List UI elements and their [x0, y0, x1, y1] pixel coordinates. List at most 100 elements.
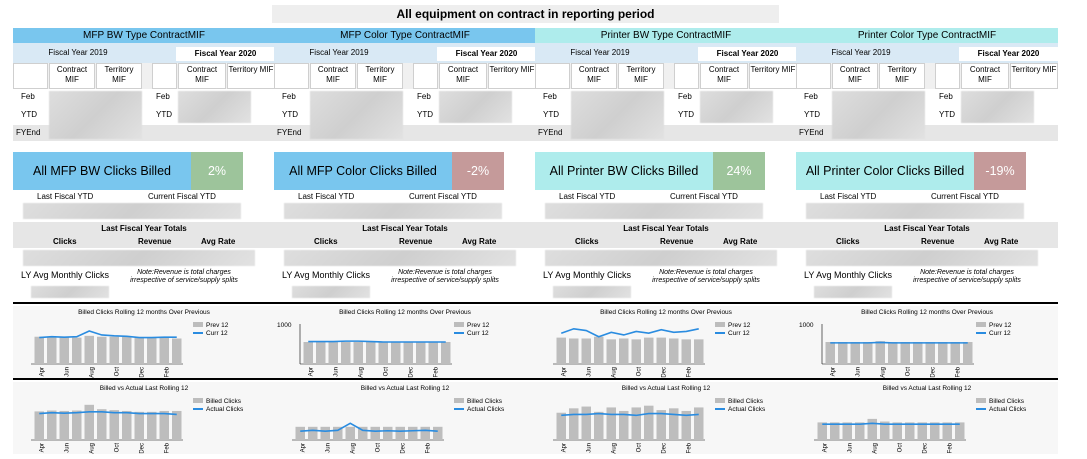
territory-mif-header-2020: Territory MIF: [1010, 63, 1058, 89]
x-tick-label: Feb: [955, 366, 961, 377]
legend-label: Billed Clicks: [989, 398, 1025, 405]
chart-bar: [851, 342, 861, 364]
row-label-feb-2020: Feb: [417, 89, 431, 105]
legend-label: Prev 12: [206, 322, 229, 329]
ly-totals-title: Last Fiscal Year Totals: [274, 224, 536, 233]
chart-bar: [60, 337, 70, 364]
ly-avg-monthly-label: LY Avg Monthly Clicks: [543, 270, 631, 280]
kpi-title: All MFP Color Clicks Billed: [274, 152, 452, 190]
chart-bar: [888, 342, 898, 364]
chart-bar: [329, 342, 339, 364]
fiscal-year-2020-label: Fiscal Year 2020: [698, 47, 797, 61]
x-tick-label: Jun: [847, 443, 853, 453]
x-tick-label: Dec: [400, 443, 406, 454]
x-tick-label: Oct: [114, 443, 120, 453]
x-tick-label: Feb: [425, 442, 431, 453]
x-tick-label: Feb: [433, 366, 439, 377]
chart-bar: [557, 413, 567, 440]
x-tick-label: Dec: [139, 367, 145, 378]
chart-title: Billed vs Actual Last Rolling 12: [100, 385, 189, 392]
chart-rolling-12-area: Billed Clicks Rolling 12 months Over Pre…: [796, 306, 1058, 378]
chart-bar: [594, 337, 604, 364]
current-fiscal-ytd-label: Current Fiscal YTD: [931, 192, 999, 201]
ly-avg-monthly-redacted: [814, 286, 892, 298]
mif-values-2020-redacted: [439, 91, 512, 123]
blank-cell: [935, 63, 960, 89]
row-label-ytd-2020: YTD: [939, 107, 955, 123]
contract-mif-header-2020: Contract MIF: [700, 63, 748, 89]
legend-label: Curr 12: [728, 330, 750, 337]
x-tick-label: Jun: [64, 443, 70, 453]
legend-swatch-bars: [193, 322, 203, 327]
chart-bar: [122, 411, 132, 440]
col-avg-rate: Avg Rate: [984, 237, 1018, 246]
x-tick-label: Dec: [139, 443, 145, 454]
legend-label: Curr 12: [467, 330, 489, 337]
territory-mif-header-2020: Territory MIF: [488, 63, 536, 89]
chart-rolling-12: Billed Clicks Rolling 12 months Over Pre…: [535, 306, 797, 378]
legend-label: Billed Clicks: [206, 398, 242, 405]
row-label-feb-2020: Feb: [939, 89, 953, 105]
x-tick-label: Aug: [358, 367, 364, 378]
chart-bar: [404, 342, 414, 364]
blank-cell: [152, 63, 177, 89]
kpi-percent-badge: -2%: [452, 152, 504, 190]
chart-rolling-12-area: Billed Clicks Rolling 12 months Over Pre…: [535, 306, 797, 378]
row-label-ytd: YTD: [804, 107, 820, 123]
y-axis-tick-label: 1000: [799, 322, 814, 329]
chart-bar: [135, 338, 145, 364]
chart-bar: [951, 342, 961, 364]
x-tick-label: Jun: [586, 443, 592, 453]
chart-bar: [408, 427, 418, 440]
col-revenue: Revenue: [138, 237, 171, 246]
chart-bar: [918, 422, 928, 440]
chart-bar: [160, 338, 170, 364]
row-label-feb-2020: Feb: [156, 89, 170, 105]
divider: [535, 302, 797, 304]
x-tick-label: Oct: [383, 367, 389, 377]
revenue-note: Note:Revenue is total charges irrespecti…: [650, 269, 762, 285]
x-tick-label: Aug: [350, 443, 356, 454]
ly-totals-title: Last Fiscal Year Totals: [796, 224, 1058, 233]
chart-bar: [429, 342, 439, 364]
contract-mif-header-2020: Contract MIF: [439, 63, 487, 89]
row-label-feb-2020: Feb: [678, 89, 692, 105]
chart-bar: [582, 407, 592, 440]
chart-bar: [147, 338, 157, 364]
x-tick-label: Jun: [64, 367, 70, 377]
fiscal-year-2020-label: Fiscal Year 2020: [437, 47, 536, 61]
chart-rolling-12: Billed Clicks Rolling 12 months Over Pre…: [274, 306, 536, 378]
legend-label: Prev 12: [467, 322, 490, 329]
fiscal-year-2020-label: Fiscal Year 2020: [959, 47, 1058, 61]
legend-swatch-bars: [454, 398, 464, 403]
legend-label: Actual Clicks: [728, 406, 766, 413]
chart-series-line: [308, 341, 446, 342]
chart-bar: [379, 342, 389, 364]
chart-bar: [818, 422, 828, 440]
chart-bar: [60, 411, 70, 440]
x-tick-label: Dec: [408, 367, 414, 378]
chart-bar: [160, 411, 170, 440]
chart-bar: [421, 427, 431, 440]
ly-avg-monthly-label: LY Avg Monthly Clicks: [21, 270, 109, 280]
chart-bar: [97, 409, 107, 440]
kpi-title: All Printer BW Clicks Billed: [535, 152, 713, 190]
chart-bar: [913, 342, 923, 364]
row-label-feb: Feb: [282, 89, 296, 105]
chart-bar: [304, 342, 314, 364]
legend-swatch-bars: [193, 398, 203, 403]
legend-label: Actual Clicks: [206, 406, 244, 413]
legend-label: Billed Clicks: [467, 398, 503, 405]
x-tick-label: Oct: [897, 443, 903, 453]
chart-bar: [366, 342, 376, 364]
current-fiscal-ytd-label: Current Fiscal YTD: [670, 192, 738, 201]
row-label-ytd-2020: YTD: [417, 107, 433, 123]
x-tick-label: Aug: [872, 443, 878, 454]
chart-bar: [644, 406, 654, 440]
legend-label: Curr 12: [206, 330, 228, 337]
chart-bar: [321, 427, 331, 440]
col-clicks: Clicks: [575, 237, 599, 246]
